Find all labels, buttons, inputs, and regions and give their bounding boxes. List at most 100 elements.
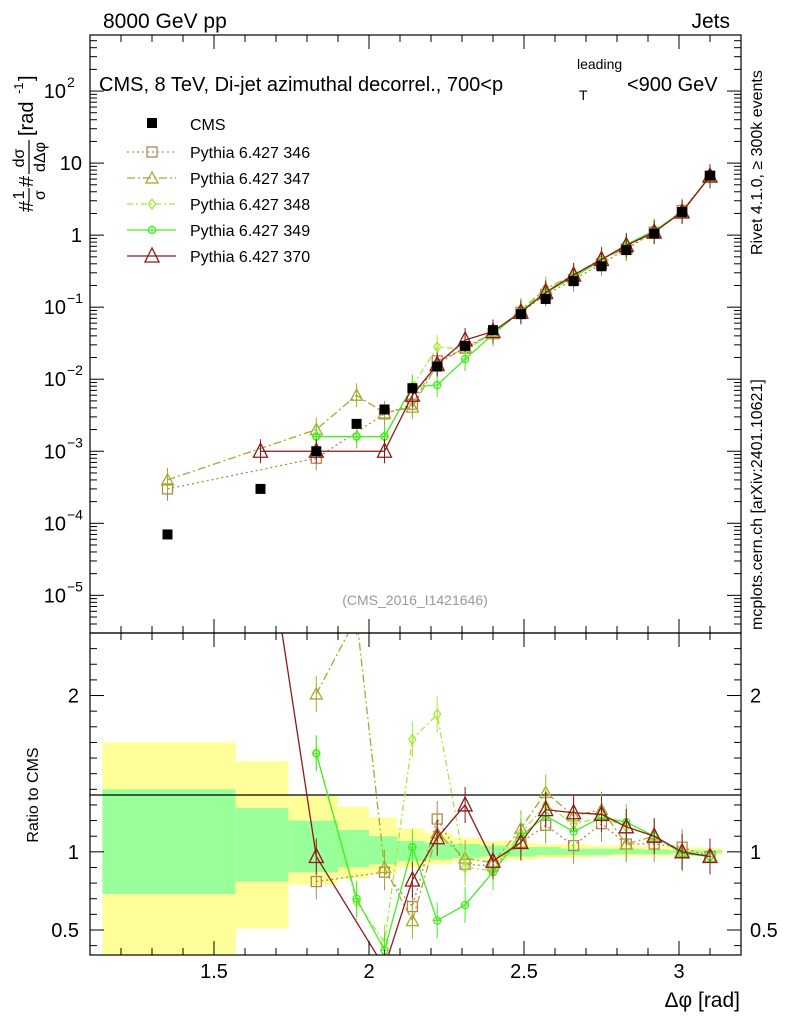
main-point-348 (432, 340, 442, 354)
legend-marker-348 (147, 197, 157, 211)
main-point-349 (460, 354, 470, 364)
ratio-band-green (589, 848, 614, 855)
main-y-tick-label: 10 (44, 441, 66, 463)
main-point-347 (349, 387, 364, 401)
main-data-layer (162, 170, 715, 540)
main-y-tick-label: 10 (44, 513, 66, 535)
ratio-y-tick-label-right: 1 (750, 842, 761, 864)
legend-marker-347 (144, 170, 160, 184)
ratio-band-green (102, 789, 236, 895)
legend-marker-cms (147, 118, 157, 128)
main-point-370 (252, 441, 269, 458)
cms-data-point (407, 383, 418, 394)
ratio-y-tick-label: 2 (68, 686, 79, 708)
title-sup: leading (577, 56, 622, 72)
main-point-370 (404, 385, 421, 402)
main-y-tick-exponent: 2 (67, 74, 75, 90)
cms-data-point (488, 325, 498, 336)
cms-data-point (351, 418, 362, 429)
main-point-349 (432, 380, 442, 390)
legend-entry-349: Pythia 6.427 349 (127, 223, 310, 240)
ylabel-unit: [rad (16, 102, 38, 136)
ratio-point-370 (457, 795, 474, 812)
main-point-349 (352, 432, 361, 441)
legend-entry-346: Pythia 6.427 346 (127, 145, 310, 162)
legend-marker-349 (147, 225, 157, 235)
main-title: CMS, 8 TeV, Di-jet azimuthal decorrel., … (99, 56, 718, 103)
main-y-tick-exponent: −2 (67, 362, 83, 378)
main-y-tick-exponent: −4 (67, 506, 83, 522)
ratio-y-tick-label-right: 2 (750, 686, 761, 708)
cms-data-point (460, 340, 471, 351)
ratio-point-370 (512, 833, 529, 850)
ylabel-frac1-num: 1 (11, 190, 28, 199)
ratio-band-green (480, 845, 509, 857)
ratio-point-370 (701, 847, 719, 864)
title-sub: T (579, 87, 588, 103)
analysis-id: (CMS_2016_I1421646) (342, 592, 488, 608)
ratio-point-348 (432, 708, 442, 721)
ratio-panel: 0.5 0.5 1 1 2 2 1.5 2 2.5 3 (51, 632, 778, 983)
ylabel-frac2-num: dσ (11, 148, 28, 167)
cms-data-point (621, 245, 632, 256)
ratio-frame (89, 632, 742, 956)
ratio-point-347 (309, 686, 324, 700)
legend-label-347: Pythia 6.427 347 (190, 171, 310, 188)
ratio-series-line-346 (316, 817, 711, 908)
ratio-point-348 (460, 861, 470, 874)
ratio-series-370 (281, 633, 719, 955)
ratio-point-370 (308, 847, 325, 864)
legend-series: Pythia 6.427 346 Pythia 6.427 347 Pythia 6… (127, 145, 310, 266)
ratio-y-label: Ratio to CMS (25, 747, 42, 842)
ratio-band-green (561, 848, 590, 855)
ratio-point-349 (312, 749, 321, 758)
cms-data-point (255, 483, 266, 494)
main-y-tick-label: 10 (60, 153, 82, 175)
ratio-y-tick-label: 0.5 (51, 920, 79, 942)
ratio-point-370 (593, 804, 610, 821)
ratio-x-tick-label: 3 (673, 961, 684, 983)
ratio-point-349 (432, 916, 442, 925)
header-right: Jets (691, 10, 730, 33)
ylabel-hash: # (16, 200, 38, 212)
ylabel-hash2: # (16, 175, 38, 187)
main-point-347 (160, 472, 175, 486)
main-point-349 (312, 432, 321, 441)
ratio-x-tick-label: 2 (363, 961, 374, 983)
ylabel-frac1-den: σ (32, 190, 49, 200)
main-y-tick-label: 10 (44, 297, 66, 319)
ratio-band-green (613, 848, 642, 855)
ratio-band-green (641, 849, 670, 855)
ylabel-unit-close: ] (16, 75, 38, 81)
ratio-point-370 (618, 817, 635, 834)
ratio-point-370 (404, 870, 421, 887)
ratio-point-370 (537, 800, 554, 817)
ratio-x-tick-label: 2.5 (510, 961, 538, 983)
cms-data-point (649, 228, 660, 239)
mcplots-label: mcplots.cern.ch [arXiv:2401.10621] (749, 379, 766, 630)
cms-data-point (568, 276, 579, 287)
ratio-point-370 (429, 828, 446, 845)
ratio-x-tick-label: 1.5 (200, 961, 228, 983)
main-y-tick-exponent: −5 (67, 578, 83, 594)
x-axis-label: Δφ [rad] (665, 989, 741, 1012)
cms-data-point (677, 206, 688, 217)
main-y-tick-label: 10 (44, 81, 66, 103)
ratio-band-green (288, 820, 338, 873)
ratio-band-green (235, 808, 289, 882)
legend-label-348: Pythia 6.427 348 (190, 197, 310, 214)
ratio-point-349 (408, 842, 417, 852)
legend-entry-347: Pythia 6.427 347 (127, 170, 310, 188)
header-left: 8000 GeV pp (103, 10, 227, 33)
ratio-point-347 (405, 913, 420, 927)
ratio-band-green (508, 847, 537, 857)
ratio-bands (102, 742, 723, 955)
legend-marker-346 (146, 146, 158, 158)
legend-label-cms: CMS (190, 117, 226, 134)
ratio-series-layer (281, 633, 719, 955)
ratio-point-346 (310, 875, 322, 888)
legend-label-346: Pythia 6.427 346 (190, 145, 310, 162)
